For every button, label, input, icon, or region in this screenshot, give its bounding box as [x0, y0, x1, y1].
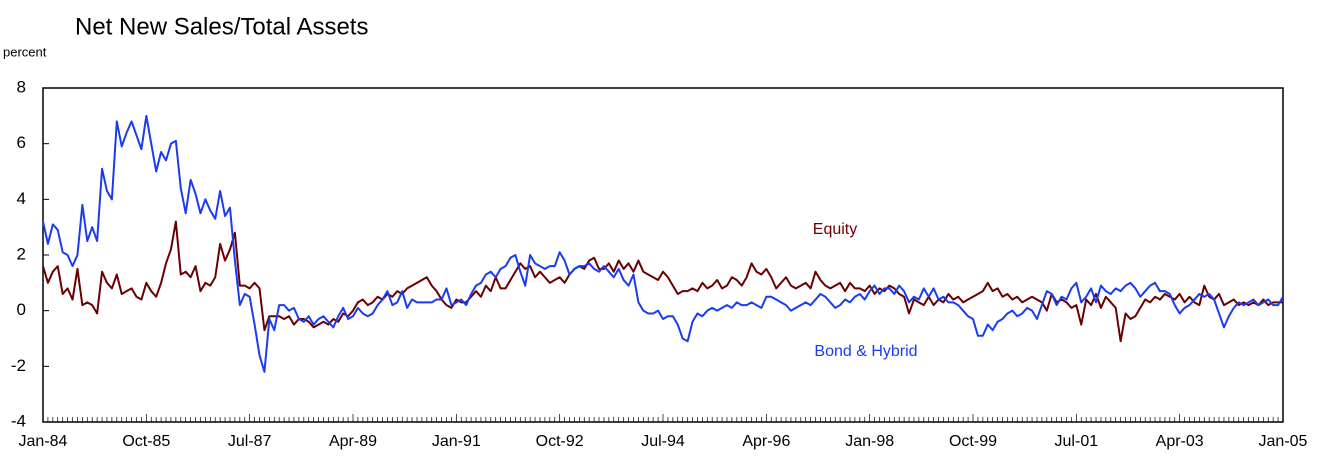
y-tick-label: 2 [17, 244, 26, 263]
annotation: Bond & Hybrid [814, 343, 917, 360]
series-line [42, 220, 1283, 343]
x-tick-label: Jan-91 [432, 433, 481, 450]
x-tick-label: Jul-94 [641, 433, 685, 450]
y-tick-label: 0 [17, 300, 26, 319]
x-tick-label: Jul-01 [1055, 433, 1099, 450]
x-tick-label: Oct-85 [122, 433, 170, 450]
x-tick-label: Oct-92 [536, 433, 584, 450]
series-line [42, 114, 1284, 373]
x-tick-label: Jan-98 [845, 433, 894, 450]
y-tick-label: 4 [17, 189, 26, 208]
y-tick-label: 8 [17, 77, 26, 96]
annotation: Equity [813, 221, 857, 238]
y-tick-label: -4 [11, 411, 26, 430]
x-tick-label: Jan-84 [19, 433, 68, 450]
x-tick-label: Oct-99 [949, 433, 997, 450]
x-tick-label: Apr-96 [742, 433, 790, 450]
chart-title: Net New Sales/Total Assets [75, 13, 368, 40]
x-tick-label: Apr-89 [329, 433, 377, 450]
plot-frame [42, 87, 1284, 423]
x-tick-label: Jul-87 [228, 433, 272, 450]
x-tick-label: Jan-05 [1259, 433, 1308, 450]
y-tick-label: -2 [11, 356, 26, 375]
y-axis-label: percent [3, 44, 47, 59]
y-tick-label: 6 [17, 133, 26, 152]
x-tick-label: Apr-03 [1156, 433, 1204, 450]
